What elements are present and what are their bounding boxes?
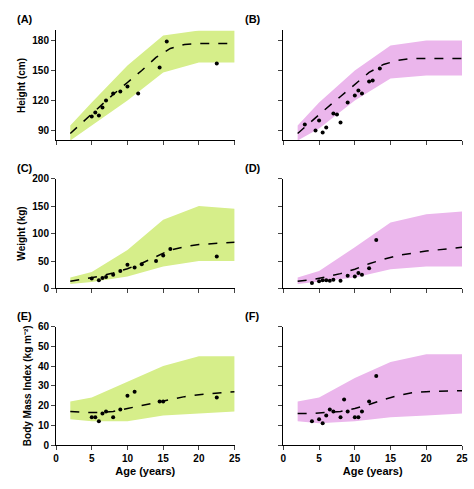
svg-text:120: 120	[32, 95, 49, 106]
svg-text:40: 40	[38, 361, 50, 372]
svg-text:Height (cm): Height (cm)	[16, 58, 27, 113]
svg-text:50: 50	[38, 256, 50, 267]
svg-text:10: 10	[349, 453, 361, 464]
svg-text:30: 30	[38, 380, 50, 391]
svg-text:(B): (B)	[245, 13, 261, 25]
svg-text:(A): (A)	[17, 13, 33, 25]
svg-text:5: 5	[316, 453, 322, 464]
svg-text:10: 10	[38, 420, 50, 431]
svg-text:90: 90	[38, 125, 50, 136]
svg-text:25: 25	[456, 453, 468, 464]
svg-text:15: 15	[158, 453, 170, 464]
svg-text:0: 0	[43, 283, 49, 294]
svg-text:25: 25	[229, 453, 241, 464]
svg-text:20: 20	[193, 453, 205, 464]
svg-text:0: 0	[281, 453, 287, 464]
svg-text:20: 20	[38, 400, 50, 411]
svg-text:(D): (D)	[245, 162, 261, 174]
svg-text:15: 15	[385, 453, 397, 464]
svg-text:50: 50	[38, 341, 50, 352]
svg-text:5: 5	[89, 453, 95, 464]
svg-text:0: 0	[43, 440, 49, 451]
svg-text:150: 150	[32, 201, 49, 212]
svg-text:(C): (C)	[17, 162, 33, 174]
svg-text:Age (years): Age (years)	[115, 465, 175, 477]
svg-text:100: 100	[32, 228, 49, 239]
svg-text:Age (years): Age (years)	[343, 465, 403, 477]
svg-text:20: 20	[421, 453, 433, 464]
svg-text:(E): (E)	[17, 310, 32, 322]
svg-text:200: 200	[32, 173, 49, 184]
svg-text:60: 60	[38, 321, 50, 332]
svg-text:180: 180	[32, 35, 49, 46]
svg-text:Weight (kg): Weight (kg)	[16, 206, 27, 260]
svg-text:150: 150	[32, 65, 49, 76]
svg-text:Body Mass Index (kg m⁻²): Body Mass Index (kg m⁻²)	[22, 325, 33, 446]
svg-text:0: 0	[53, 453, 59, 464]
svg-text:(F): (F)	[245, 310, 259, 322]
svg-text:10: 10	[122, 453, 134, 464]
